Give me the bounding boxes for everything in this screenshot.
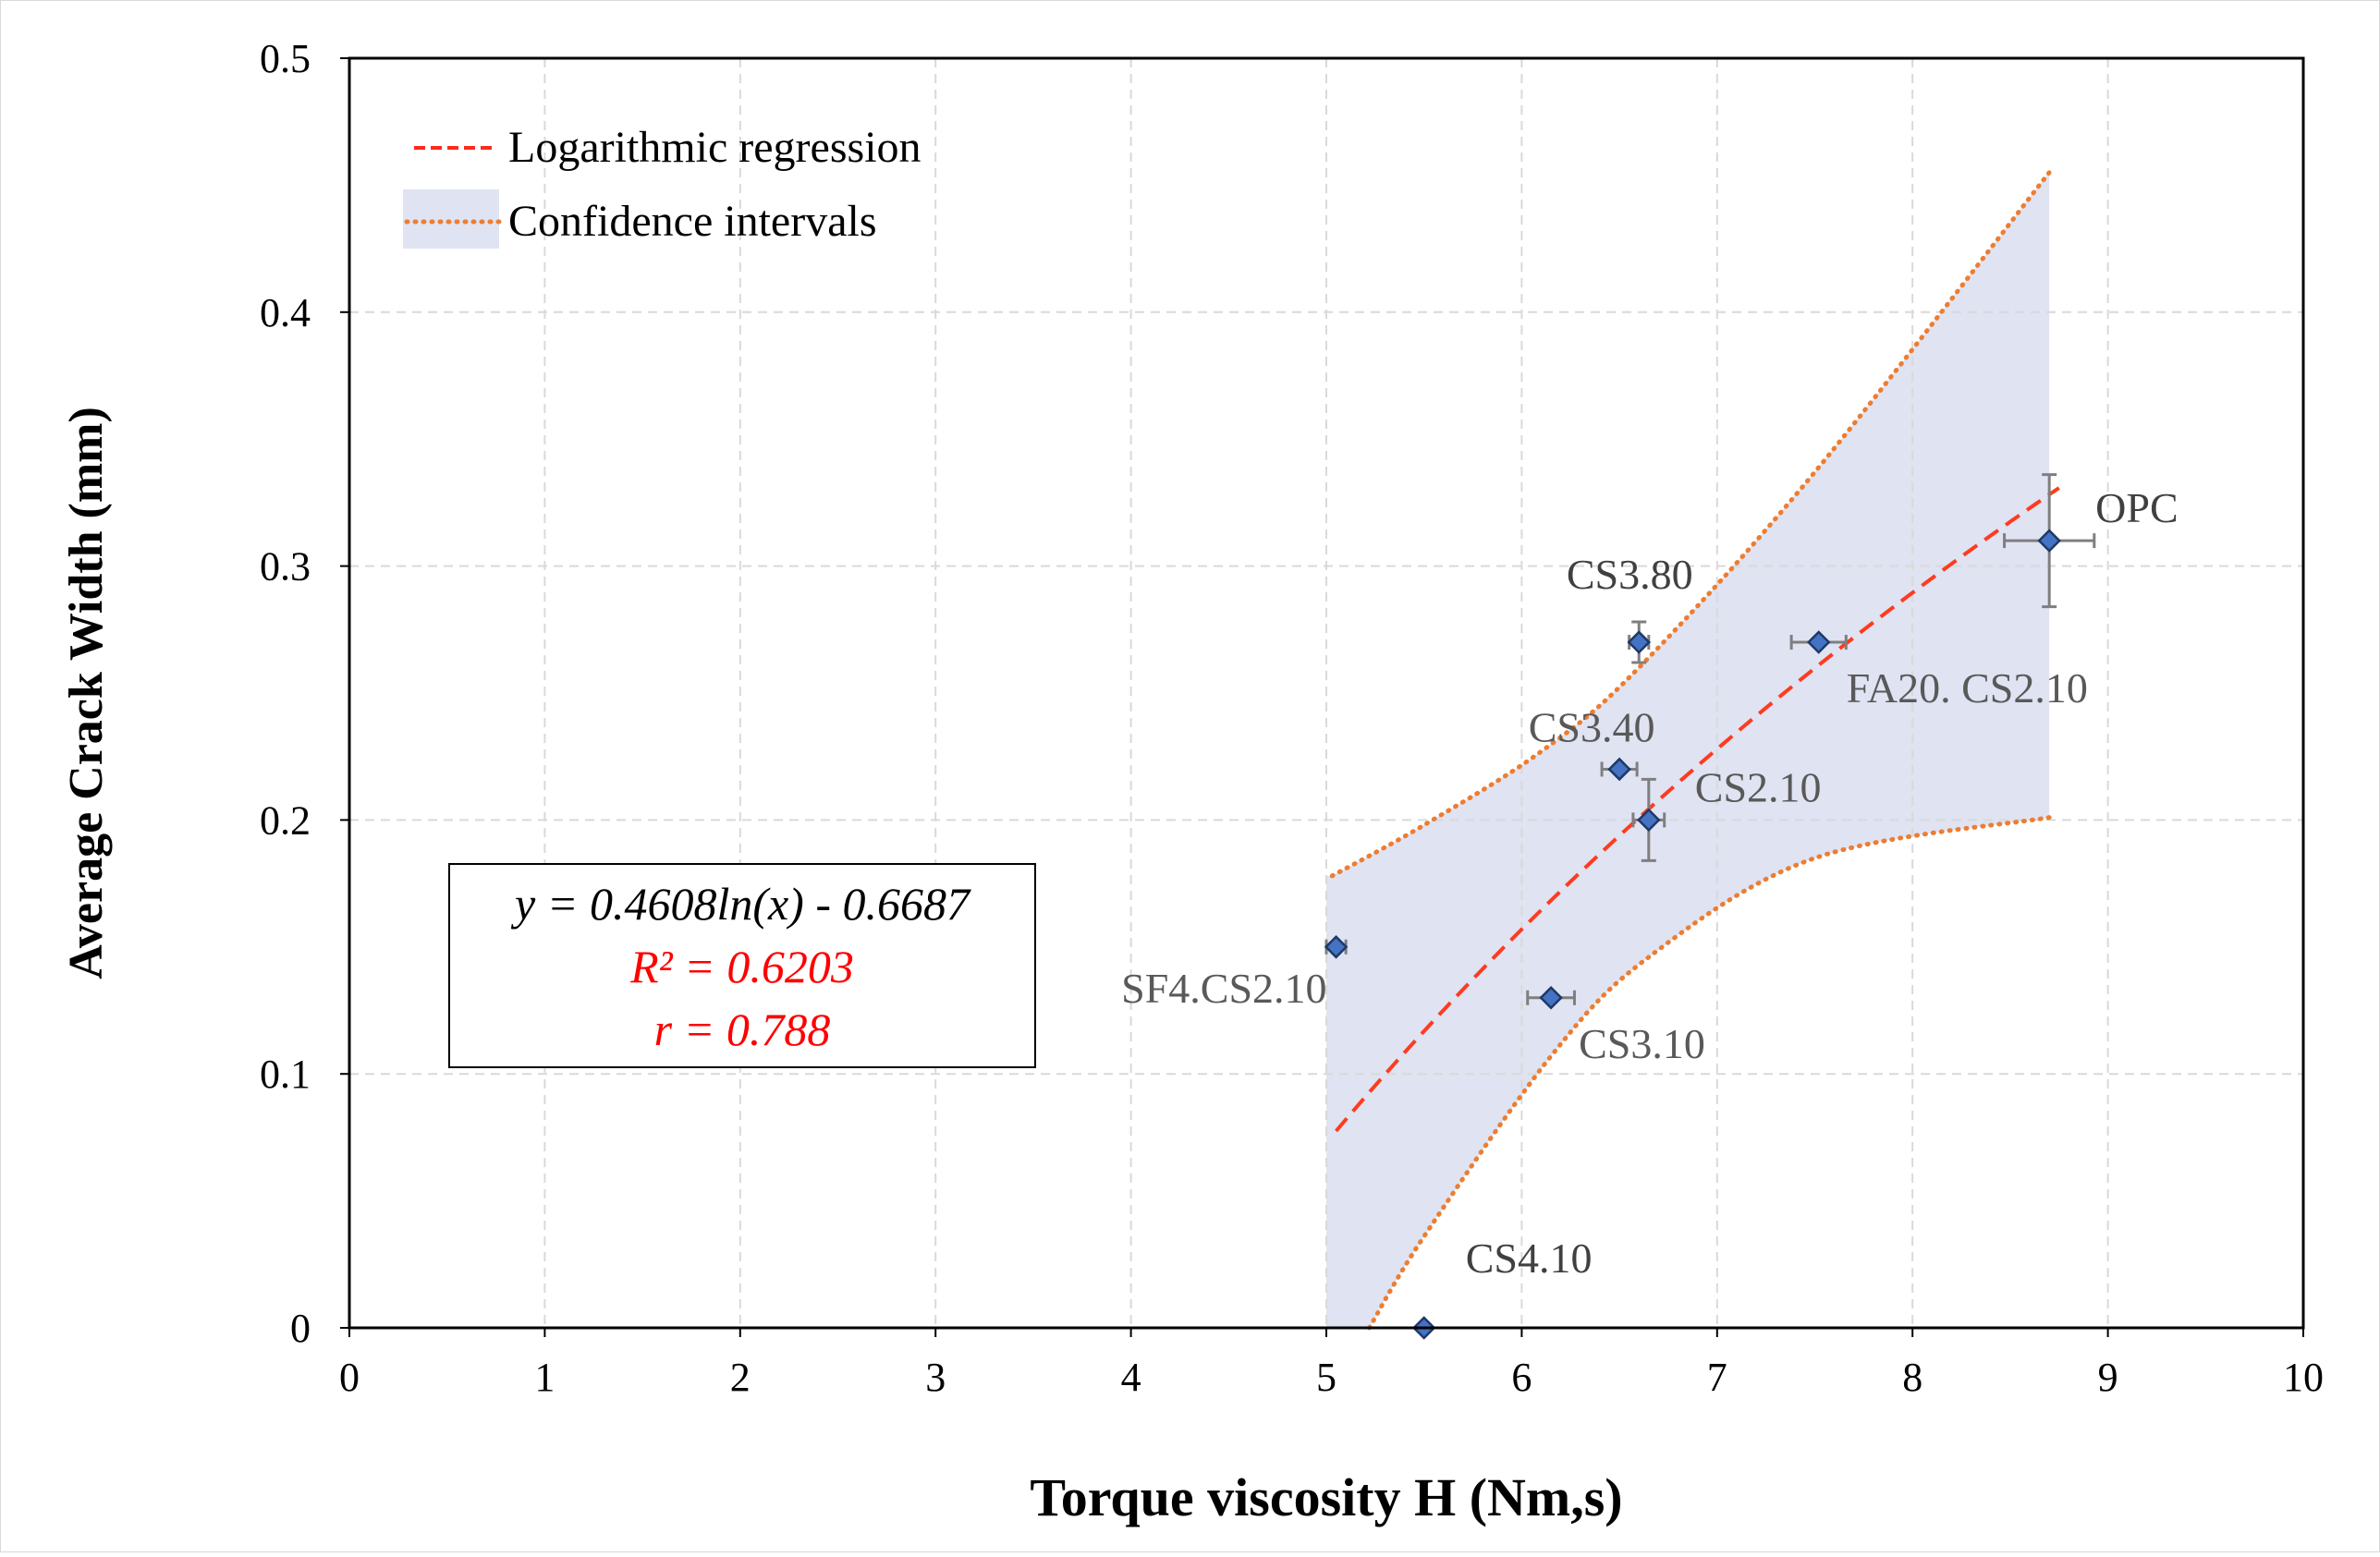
- y-axis-title: Average Crack Width (mm): [60, 407, 113, 979]
- data-point-label: SF4.CS2.10: [1121, 965, 1326, 1012]
- data-point-label: CS3.40: [1529, 703, 1655, 750]
- y-tick-label: 0.3: [260, 544, 311, 590]
- data-point-label: CS2.10: [1695, 763, 1822, 810]
- confidence-band: [1326, 172, 2050, 1328]
- data-point-marker: [1607, 757, 1631, 782]
- y-tick-label: 0.1: [260, 1052, 311, 1097]
- legend-regression-label: Logarithmic regression: [508, 123, 921, 172]
- y-tick-label: 0: [290, 1306, 311, 1351]
- data-point-label: OPC: [2095, 484, 2178, 531]
- x-tick-label: 2: [730, 1355, 751, 1400]
- y-tick-label: 0.5: [260, 36, 311, 81]
- data-point-marker: [2037, 529, 2061, 553]
- x-tick-label: 7: [1707, 1355, 1727, 1400]
- data-point-label: CS4.10: [1466, 1235, 1593, 1282]
- x-tick-label: 5: [1316, 1355, 1336, 1400]
- correlation-value: r = 0.788: [654, 1004, 831, 1055]
- data-point-label: CS3.80: [1567, 551, 1693, 598]
- data-point-marker: [1806, 630, 1831, 654]
- y-tick-label: 0.4: [260, 290, 311, 335]
- x-tick-label: 9: [2098, 1355, 2118, 1400]
- regression-equation: y = 0.4608ln(x) - 0.6687: [510, 878, 971, 930]
- data-point-label: FA20. CS2.10: [1847, 664, 2088, 712]
- x-axis-title: Torque viscosity H (Nm,s): [1030, 1467, 1622, 1527]
- x-tick-label: 4: [1121, 1355, 1141, 1400]
- x-tick-label: 8: [1902, 1355, 1922, 1400]
- data-point-label: CS3.10: [1579, 1020, 1705, 1067]
- data-point-marker: [1539, 985, 1563, 1010]
- confidence-upper-line: [1329, 170, 2052, 879]
- legend-ci-label: Confidence intervals: [508, 197, 877, 246]
- data-point-marker: [1627, 630, 1652, 654]
- x-tick-label: 10: [2283, 1355, 2324, 1400]
- y-tick-label: 0.2: [260, 797, 311, 843]
- x-tick-label: 1: [534, 1355, 555, 1400]
- x-tick-label: 3: [925, 1355, 946, 1400]
- data-point-marker: [1637, 808, 1661, 833]
- x-tick-label: 0: [339, 1355, 360, 1400]
- r-squared-value: R² = 0.6203: [629, 941, 854, 992]
- legend-band-swatch: [403, 189, 499, 249]
- confidence-lower-line: [1367, 815, 2052, 1331]
- equation-box: [448, 863, 1036, 1068]
- data-point-marker: [1324, 935, 1349, 959]
- x-tick-label: 6: [1511, 1355, 1532, 1400]
